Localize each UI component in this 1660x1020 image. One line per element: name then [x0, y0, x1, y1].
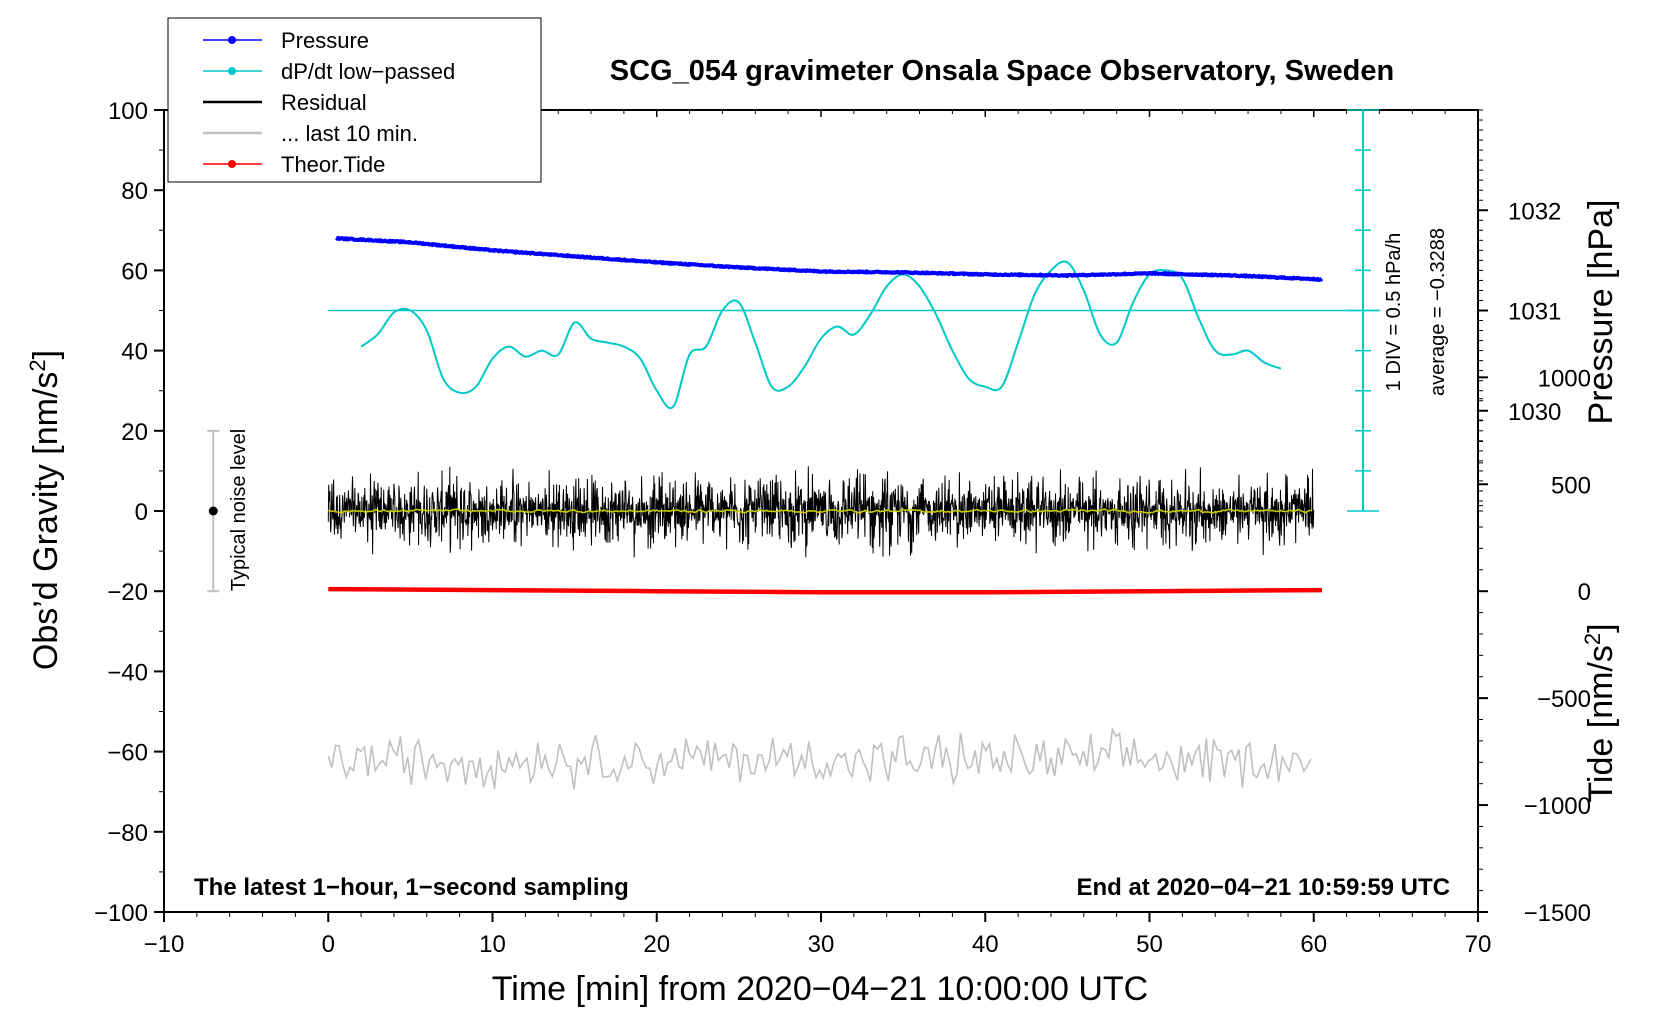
last-10-min-line — [327, 726, 1312, 790]
x-tick-label: 60 — [1300, 931, 1327, 958]
legend-label: ... last 10 min. — [281, 121, 418, 146]
dpdt-line — [360, 260, 1282, 410]
legend-box — [167, 17, 542, 183]
pressure-tick-label: 1031 — [1508, 299, 1561, 326]
y-axis-label-tide-end: ] — [1582, 623, 1620, 632]
y-tick-label: 80 — [121, 178, 148, 205]
y-tick-label: 20 — [121, 419, 148, 446]
y-axis-label-pressure: Pressure [hPa] — [1582, 200, 1620, 425]
tide-tick-label: −1000 — [1524, 793, 1591, 820]
y-tick-label: −20 — [107, 579, 148, 606]
legend-label: Residual — [281, 90, 367, 115]
legend: Pressure dP/dt low−passed Residual ... last… — [167, 17, 542, 183]
legend-marker — [228, 67, 236, 75]
residual-smoothed-line — [328, 508, 1313, 514]
y-tick-label: 0 — [135, 499, 148, 526]
legend-marker — [228, 36, 236, 44]
x-tick-label: 30 — [808, 931, 835, 958]
y-axis-label-gravity-end: ] — [27, 350, 65, 359]
x-axis: −10 0 10 20 30 40 50 60 70 — [144, 110, 1492, 958]
x-tick-label: 40 — [972, 931, 999, 958]
tide-tick-label: 500 — [1551, 472, 1591, 499]
y-tick-label: 40 — [121, 339, 148, 366]
x-tick-label: −10 — [144, 931, 185, 958]
dpdt-division-scale — [1347, 109, 1380, 512]
tide-tick-label: −500 — [1537, 686, 1591, 713]
y-tick-label: −60 — [107, 740, 148, 767]
dpdt-scale-note: 1 DIV = 0.5 hPa/h — [1383, 233, 1405, 391]
y-axis-pressure: 1030 1031 1032 — [1478, 109, 1561, 512]
y-axis-label-gravity-text: Obs’d Gravity [nm/s — [27, 372, 65, 671]
x-tick-label: 10 — [479, 931, 506, 958]
y-axis-tide: −1500 −1000 −500 0 500 1000 — [1478, 365, 1591, 927]
legend-marker — [228, 160, 236, 168]
pressure-line — [335, 235, 1324, 282]
dpdt-average-note: average = −0.3288 — [1427, 228, 1449, 396]
y-tick-label: −40 — [107, 659, 148, 686]
noise-level-marker — [207, 429, 220, 593]
noise-level-label: Typical noise level — [228, 429, 250, 591]
series-layer — [327, 235, 1380, 790]
tide-tick-label: 1000 — [1538, 365, 1591, 392]
y-axis-gravity: −100 −80 −60 −40 −20 0 20 40 60 80 100 — [94, 98, 164, 927]
legend-label: Pressure — [281, 28, 369, 53]
y-axis-label-tide-text: Tide [nm/s — [1582, 645, 1620, 802]
residual-line — [327, 466, 1315, 558]
y-tick-label: 100 — [108, 98, 148, 125]
legend-label: Theor.Tide — [281, 152, 385, 177]
x-tick-label: 50 — [1136, 931, 1163, 958]
y-tick-label: −80 — [107, 820, 148, 847]
x-tick-label: 0 — [322, 931, 335, 958]
note-end-time: End at 2020−04−21 10:59:59 UTC — [1076, 874, 1450, 901]
chart-title: SCG_054 gravimeter Onsala Space Observat… — [610, 55, 1394, 87]
y-axis-label-gravity: Obs’d Gravity [nm/s2] — [25, 350, 65, 670]
tide-tick-label: −1500 — [1524, 900, 1591, 927]
noise-center-dot — [208, 506, 218, 516]
pressure-tick-label: 1032 — [1508, 198, 1561, 225]
pressure-tick-label: 1030 — [1508, 399, 1561, 426]
y-axis-label-tide-sup: 2 — [1580, 633, 1605, 645]
y-axis-label-gravity-sup: 2 — [25, 359, 50, 371]
legend-label: dP/dt low−passed — [281, 59, 455, 84]
y-tick-label: 60 — [121, 258, 148, 285]
tide-tick-label: 0 — [1578, 579, 1591, 606]
x-tick-label: 70 — [1465, 931, 1492, 958]
tide-line — [328, 586, 1323, 595]
x-tick-label: 20 — [643, 931, 670, 958]
x-axis-label: Time [min] from 2020−04−21 10:00:00 UTC — [492, 970, 1148, 1008]
y-tick-label: −100 — [94, 900, 148, 927]
y-axis-label-tide: Tide [nm/s2] — [1580, 623, 1620, 802]
note-sampling: The latest 1−hour, 1−second sampling — [194, 874, 629, 901]
